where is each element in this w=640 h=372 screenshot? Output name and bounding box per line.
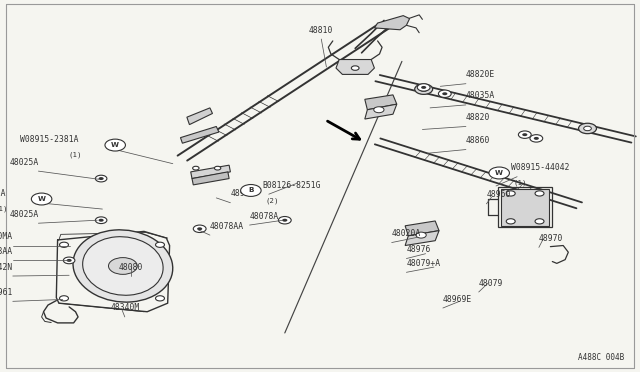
Circle shape [197, 227, 202, 230]
Circle shape [99, 219, 104, 222]
Text: 48080: 48080 [119, 263, 143, 272]
Circle shape [584, 126, 591, 131]
Text: 48078A: 48078A [250, 212, 279, 221]
Text: W08915-44042: W08915-44042 [511, 163, 569, 172]
Circle shape [420, 87, 428, 92]
Circle shape [282, 219, 287, 222]
Text: (2): (2) [266, 197, 279, 203]
Circle shape [95, 175, 107, 182]
Ellipse shape [108, 257, 138, 275]
Text: 48342N: 48342N [0, 263, 13, 272]
Circle shape [193, 225, 206, 232]
Polygon shape [365, 104, 397, 119]
Text: (1): (1) [0, 206, 8, 212]
Circle shape [63, 257, 75, 264]
Circle shape [31, 193, 52, 205]
Circle shape [95, 217, 107, 224]
Circle shape [374, 107, 384, 113]
Circle shape [489, 167, 509, 179]
Text: W08915-2381A: W08915-2381A [20, 135, 79, 144]
Text: 48820E: 48820E [466, 70, 495, 79]
Circle shape [99, 177, 104, 180]
Text: 48860: 48860 [466, 136, 490, 145]
Text: 48025A: 48025A [9, 158, 38, 167]
Text: 48970: 48970 [539, 234, 563, 243]
Text: W: W [495, 170, 503, 176]
Text: 48960: 48960 [486, 190, 511, 199]
Text: W: W [38, 196, 45, 202]
Text: 48969E: 48969E [443, 295, 472, 304]
Circle shape [351, 66, 359, 70]
Circle shape [522, 133, 527, 136]
Text: 48025A: 48025A [9, 210, 38, 219]
Text: 48078AA: 48078AA [210, 222, 244, 231]
Circle shape [416, 232, 426, 238]
Circle shape [518, 131, 531, 138]
Circle shape [67, 259, 72, 262]
Polygon shape [501, 189, 549, 226]
Circle shape [535, 219, 544, 224]
Polygon shape [374, 16, 410, 30]
Circle shape [156, 242, 164, 247]
Circle shape [442, 92, 447, 95]
Circle shape [506, 191, 515, 196]
Polygon shape [191, 165, 230, 179]
Text: (1): (1) [68, 152, 82, 158]
Text: 48079+A: 48079+A [406, 259, 440, 268]
Text: 48820: 48820 [466, 113, 490, 122]
Circle shape [214, 166, 221, 170]
Text: B: B [248, 187, 253, 193]
Circle shape [105, 139, 125, 151]
Polygon shape [180, 126, 219, 143]
Polygon shape [336, 60, 374, 74]
Text: (1): (1) [514, 180, 527, 186]
Polygon shape [405, 221, 439, 236]
Text: 48340MA: 48340MA [0, 232, 13, 241]
Circle shape [60, 242, 68, 247]
Text: 48079: 48079 [479, 279, 503, 288]
Text: A488C 004B: A488C 004B [578, 353, 624, 362]
Polygon shape [365, 95, 397, 110]
Text: 48810: 48810 [309, 26, 333, 35]
Circle shape [530, 135, 543, 142]
Text: 48976: 48976 [406, 245, 431, 254]
Circle shape [60, 296, 68, 301]
Circle shape [421, 86, 426, 89]
Circle shape [506, 219, 515, 224]
Circle shape [417, 84, 430, 91]
Circle shape [193, 166, 199, 170]
Text: 48078AA: 48078AA [0, 247, 13, 256]
Polygon shape [192, 172, 229, 185]
Circle shape [278, 217, 291, 224]
Polygon shape [405, 231, 439, 246]
Circle shape [579, 123, 596, 134]
Text: W08915-2381A: W08915-2381A [0, 189, 5, 198]
Ellipse shape [83, 237, 163, 295]
Circle shape [415, 84, 433, 94]
Text: 48035A: 48035A [466, 92, 495, 100]
Text: 48020A: 48020A [392, 229, 421, 238]
Text: 48967: 48967 [230, 189, 255, 198]
Circle shape [534, 137, 539, 140]
Ellipse shape [73, 230, 173, 302]
Polygon shape [187, 108, 212, 125]
Text: 48961: 48961 [0, 288, 13, 297]
Text: W: W [111, 142, 119, 148]
Circle shape [241, 185, 261, 196]
Text: B08126-8251G: B08126-8251G [262, 181, 321, 190]
Circle shape [438, 90, 451, 97]
Text: 48340M: 48340M [110, 304, 140, 312]
Circle shape [156, 296, 164, 301]
Circle shape [535, 191, 544, 196]
